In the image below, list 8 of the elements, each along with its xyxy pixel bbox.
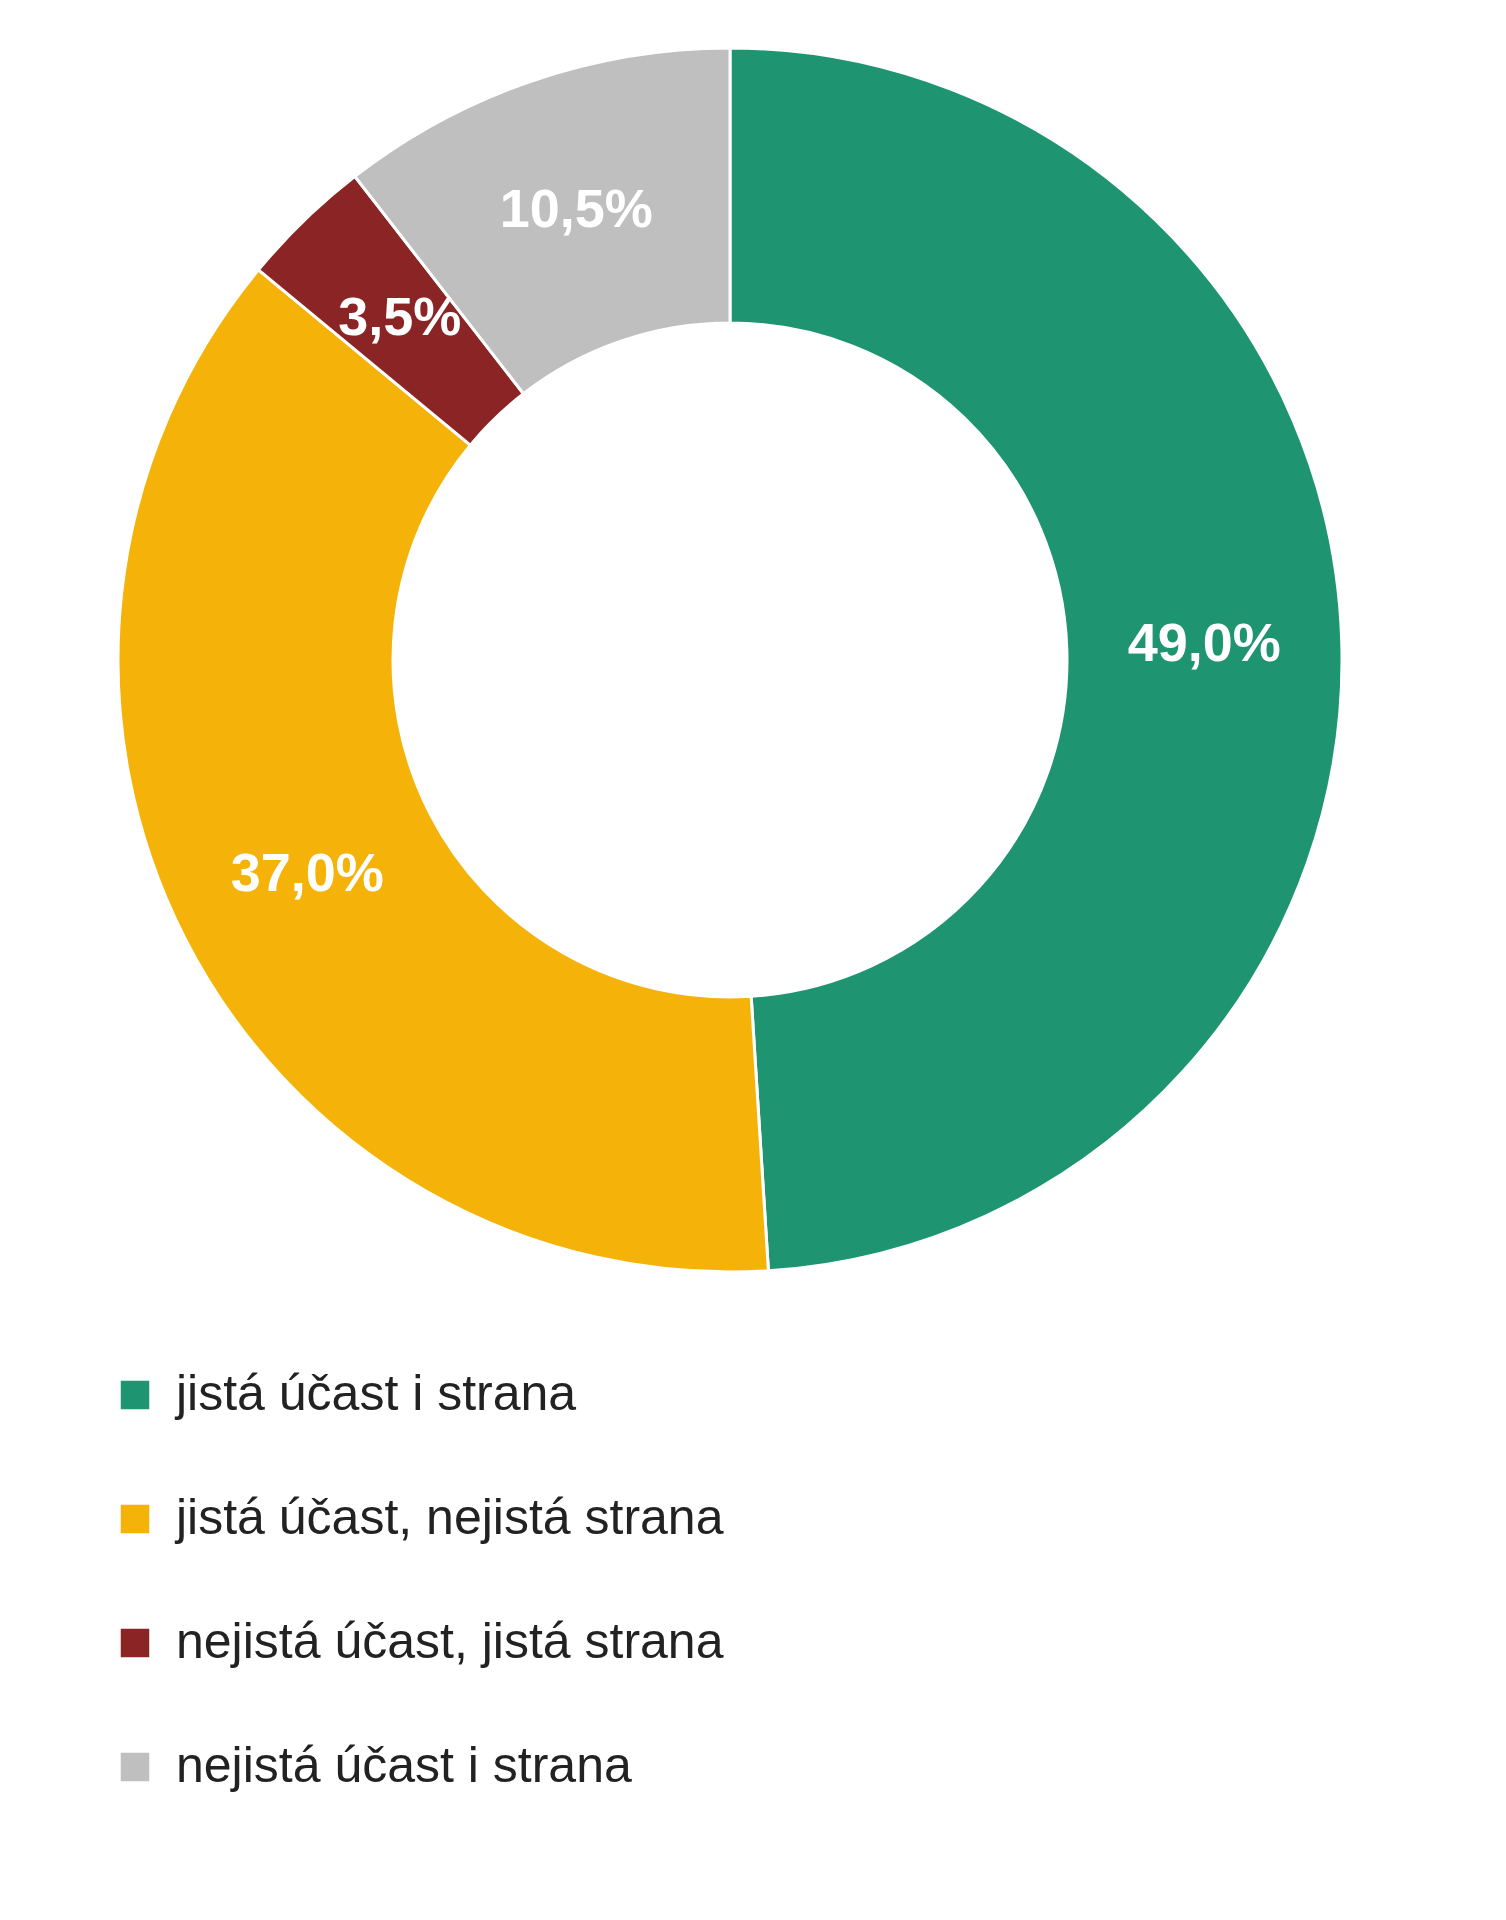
data-label: 37,0% <box>230 842 384 903</box>
legend-label: jistá účast, nejistá strana <box>174 1489 724 1545</box>
legend-label: jistá účast i strana <box>174 1365 577 1421</box>
data-label: 10,5% <box>499 178 653 239</box>
data-label: 3,5% <box>338 286 462 347</box>
legend-label: nejistá účast i strana <box>176 1737 632 1793</box>
data-label: 49,0% <box>1127 612 1281 673</box>
legend-label: nejistá účast, jistá strana <box>176 1613 724 1669</box>
